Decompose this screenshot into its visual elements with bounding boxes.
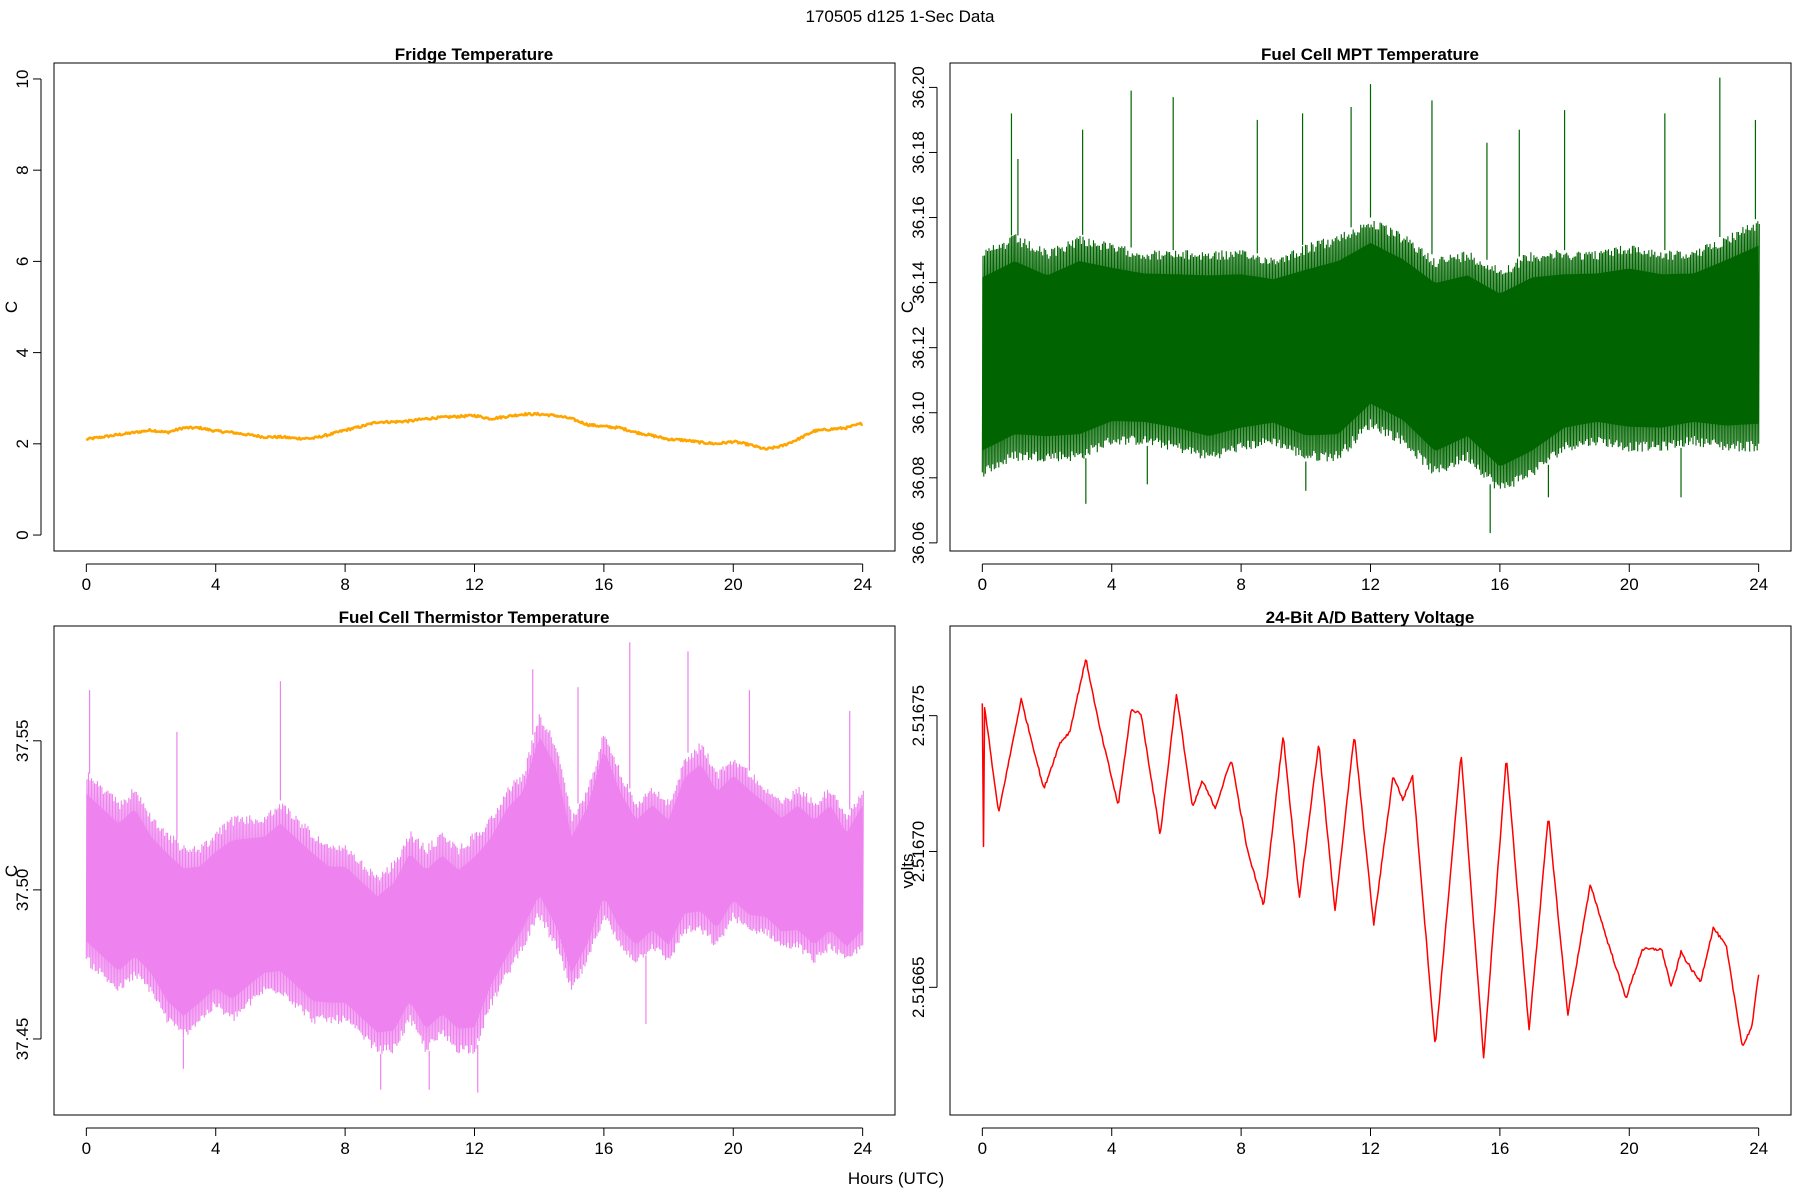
y-tick-label: 36.08 bbox=[909, 457, 928, 500]
y-tick-label: 36.16 bbox=[909, 196, 928, 239]
x-tick-label: 24 bbox=[1749, 575, 1768, 594]
series-core bbox=[982, 242, 1759, 466]
series-line bbox=[85, 411, 864, 451]
x-tick-label: 4 bbox=[1107, 575, 1116, 594]
plot-frame bbox=[949, 62, 1792, 552]
x-tick-label: 12 bbox=[1361, 1139, 1380, 1158]
y-tick-label: 0 bbox=[13, 530, 32, 539]
x-tick-label: 0 bbox=[978, 575, 987, 594]
plot-area: 0 4 8 12 16 20 24 37.45 37.50 37.55 bbox=[13, 625, 896, 1158]
x-tick-label: 8 bbox=[1236, 1139, 1245, 1158]
x-tick-label: 12 bbox=[465, 1139, 484, 1158]
panel-fuel-cell-mpt-temperature: Fuel Cell MPT Temperature C 0 4 8 12 16 20 24 3… bbox=[898, 45, 1792, 594]
plot-area: 0 4 8 12 16 20 24 36.06 36.08 36.10 36.12 36.14 36.1… bbox=[909, 62, 1792, 594]
y-tick-label: 4 bbox=[13, 348, 32, 357]
series-group bbox=[981, 659, 1760, 1059]
x-tick-label: 16 bbox=[1490, 1139, 1509, 1158]
x-tick-label: 16 bbox=[594, 1139, 613, 1158]
panel-battery-voltage: 24-Bit A/D Battery Voltage volts 0 4 8 12 16… bbox=[898, 608, 1792, 1158]
y-tick-label: 8 bbox=[13, 165, 32, 174]
plot-frame bbox=[949, 625, 1792, 1116]
y-tick-label: 6 bbox=[13, 257, 32, 266]
y-tick-label: 36.12 bbox=[909, 326, 928, 369]
panel-title: 24-Bit A/D Battery Voltage bbox=[1266, 608, 1475, 627]
series-group bbox=[981, 77, 1760, 534]
y-tick-label: 36.18 bbox=[909, 131, 928, 174]
y-tick-label: 37.50 bbox=[13, 869, 32, 912]
x-tick-label: 16 bbox=[594, 575, 613, 594]
series-core bbox=[86, 738, 863, 1033]
figure-xlabel: Hours (UTC) bbox=[848, 1169, 944, 1188]
y-tick-label: 37.55 bbox=[13, 720, 32, 763]
plot-area: 0 4 8 12 16 20 24 2.51665 2.51670 2.51675 bbox=[909, 625, 1792, 1158]
panel-title: Fuel Cell Thermistor Temperature bbox=[339, 608, 610, 627]
y-tick-label: 36.10 bbox=[909, 391, 928, 434]
x-tick-label: 8 bbox=[340, 575, 349, 594]
y-tick-label: 10 bbox=[13, 70, 32, 89]
y-axis-label: C bbox=[898, 301, 917, 313]
x-tick-label: 24 bbox=[853, 575, 872, 594]
x-tick-label: 20 bbox=[1620, 1139, 1639, 1158]
y-tick-label: 2.51670 bbox=[909, 821, 928, 882]
x-tick-label: 20 bbox=[724, 575, 743, 594]
y-tick-label: 36.14 bbox=[909, 261, 928, 304]
y-tick-label: 2.51675 bbox=[909, 685, 928, 746]
x-tick-label: 0 bbox=[82, 1139, 91, 1158]
y-tick-label: 36.20 bbox=[909, 66, 928, 109]
x-tick-label: 8 bbox=[340, 1139, 349, 1158]
series-group bbox=[85, 642, 864, 1093]
x-tick-label: 20 bbox=[724, 1139, 743, 1158]
panel-title: Fuel Cell MPT Temperature bbox=[1261, 45, 1479, 64]
x-tick-label: 4 bbox=[211, 575, 220, 594]
y-tick-label: 37.45 bbox=[13, 1018, 32, 1061]
x-tick-label: 0 bbox=[82, 575, 91, 594]
x-tick-label: 0 bbox=[978, 1139, 987, 1158]
x-tick-label: 8 bbox=[1236, 575, 1245, 594]
series-group bbox=[85, 411, 864, 451]
plot-frame bbox=[53, 625, 896, 1116]
x-tick-label: 24 bbox=[1749, 1139, 1768, 1158]
y-axis-label: volts bbox=[898, 854, 917, 889]
y-tick-label: 36.06 bbox=[909, 522, 928, 565]
panel-fuel-cell-thermistor-temperature: Fuel Cell Thermistor Temperature C 0 4 8 12… bbox=[2, 608, 896, 1158]
y-tick-label: 2.51665 bbox=[909, 957, 928, 1018]
x-tick-label: 4 bbox=[211, 1139, 220, 1158]
x-tick-label: 20 bbox=[1620, 575, 1639, 594]
y-axis-label: C bbox=[2, 301, 21, 313]
x-tick-label: 12 bbox=[465, 575, 484, 594]
y-axis-label: C bbox=[2, 865, 21, 877]
plot-frame bbox=[53, 62, 896, 552]
x-tick-label: 16 bbox=[1490, 575, 1509, 594]
series-line bbox=[981, 659, 1760, 1059]
x-tick-label: 24 bbox=[853, 1139, 872, 1158]
panel-title: Fridge Temperature bbox=[395, 45, 553, 64]
figure-suptitle: 170505 d125 1-Sec Data bbox=[805, 7, 995, 26]
x-tick-label: 12 bbox=[1361, 575, 1380, 594]
x-tick-label: 4 bbox=[1107, 1139, 1116, 1158]
y-tick-label: 2 bbox=[13, 439, 32, 448]
